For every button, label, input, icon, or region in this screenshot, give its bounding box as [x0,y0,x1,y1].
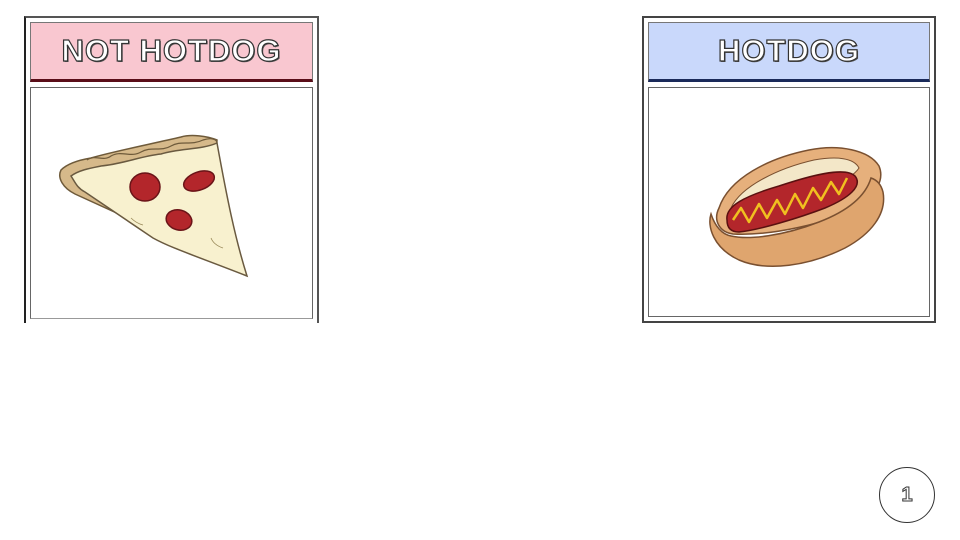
not-hotdog-image-box [30,87,313,319]
page-number-text: 1 [901,483,913,506]
page-number-badge: 1 [879,467,935,523]
hotdog-header: HOTDOG [648,22,930,82]
hotdog-label: HOTDOG [717,32,861,68]
hotdog-card: HOTDOG [642,16,936,323]
hotdog-icon [709,147,885,267]
hotdog-image-box [648,87,930,317]
not-hotdog-header: NOT HOTDOG [30,22,313,82]
pizza-slice-icon [59,134,249,278]
not-hotdog-label: NOT HOTDOG [61,32,282,68]
not-hotdog-card: NOT HOTDOG [24,16,319,323]
